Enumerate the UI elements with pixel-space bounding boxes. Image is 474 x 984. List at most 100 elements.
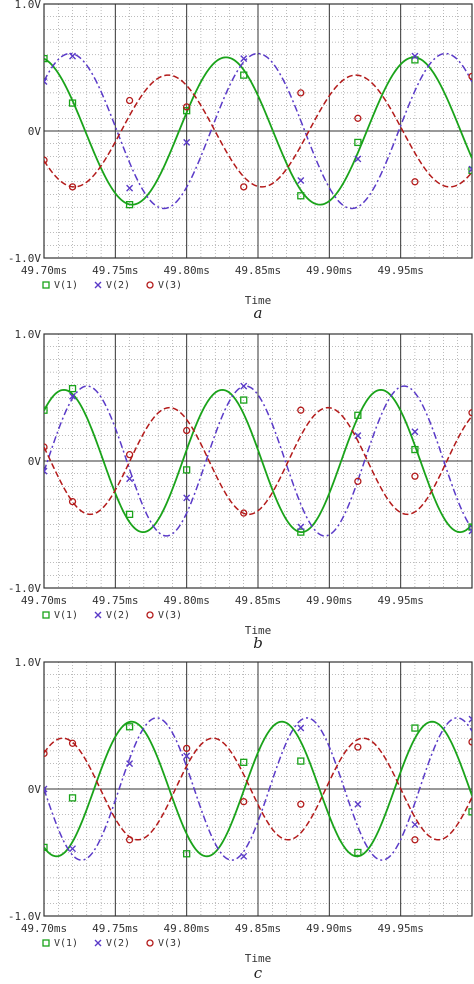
data-point — [297, 528, 305, 536]
panel-letter: c — [254, 964, 263, 982]
data-point — [411, 836, 419, 844]
data-point — [69, 392, 77, 400]
legend-marker — [42, 281, 50, 289]
data-point — [183, 103, 191, 111]
data-point — [411, 724, 419, 732]
data-point — [468, 166, 472, 175]
data-point — [411, 52, 419, 60]
series-line — [44, 737, 472, 841]
x-axis-label: Time — [245, 294, 272, 307]
data-point — [183, 138, 191, 146]
y-tick-label: 0V — [28, 783, 42, 796]
legend-label: V(1) — [54, 610, 78, 621]
x-tick-label: 49.80ms — [163, 594, 209, 607]
series-line — [44, 385, 472, 537]
data-point — [69, 52, 77, 60]
series-v1 — [44, 384, 472, 536]
series-v2 — [44, 715, 472, 861]
series-line — [44, 717, 472, 861]
y-tick-label: 1.0V — [15, 656, 42, 669]
x-tick-label: 49.75ms — [92, 264, 138, 277]
y-tick-label: 1.0V — [15, 328, 42, 341]
data-point — [411, 821, 419, 829]
data-point — [354, 477, 362, 485]
grid — [44, 334, 472, 588]
data-point — [354, 743, 362, 751]
legend-marker — [146, 611, 154, 619]
x-tick-label: 49.80ms — [163, 922, 209, 935]
data-point — [183, 744, 191, 753]
y-tick-label: -1.0V — [8, 582, 41, 595]
legend-marker — [94, 611, 102, 619]
data-point — [354, 411, 362, 419]
legend-item-v2: V(2) — [94, 938, 130, 949]
data-point — [68, 739, 77, 747]
series-line — [44, 388, 472, 534]
data-point — [468, 527, 472, 535]
series-v2 — [44, 52, 472, 210]
legend-item-v3: V(3) — [146, 280, 182, 291]
y-tick-label: 1.0V — [15, 0, 42, 11]
plot-frame — [43, 333, 473, 589]
y-tick-label: 0V — [28, 455, 42, 468]
data-point — [44, 406, 48, 414]
data-point — [354, 155, 362, 163]
legend-item-v1: V(1) — [42, 610, 78, 621]
data-point — [183, 466, 191, 474]
legend-marker — [94, 939, 102, 947]
data-point — [183, 494, 191, 502]
data-point — [126, 184, 134, 192]
data-point — [468, 165, 472, 173]
legend-label: V(3) — [158, 938, 182, 949]
legend-item-v1: V(1) — [42, 280, 78, 291]
legend-marker — [42, 939, 50, 947]
series-v1 — [44, 720, 472, 858]
x-tick-label: 49.95ms — [377, 922, 423, 935]
plot-frame — [43, 3, 473, 259]
data-point — [240, 183, 248, 191]
data-point — [468, 808, 472, 816]
y-tick-label: 0V — [28, 125, 42, 138]
legend-item-v1: V(1) — [42, 938, 78, 949]
data-point — [297, 177, 305, 185]
legend-marker — [146, 939, 154, 947]
data-point — [126, 760, 134, 768]
data-point — [240, 798, 248, 806]
data-point — [44, 467, 48, 475]
series-line — [44, 406, 472, 516]
x-tick-label: 49.80ms — [163, 264, 209, 277]
x-tick-label: 49.90ms — [306, 922, 352, 935]
data-point — [125, 201, 134, 209]
legend-label: V(3) — [158, 280, 182, 291]
y-tick-label: -1.0V — [8, 910, 41, 923]
x-tick-label: 49.95ms — [377, 264, 423, 277]
data-point — [354, 800, 362, 808]
data-point — [125, 96, 134, 105]
x-tick-label: 49.70ms — [21, 922, 67, 935]
data-point — [297, 192, 305, 200]
legend-label: V(1) — [54, 280, 78, 291]
data-point — [125, 450, 134, 459]
data-point — [354, 432, 362, 440]
data-point — [354, 114, 362, 122]
legend-item-v3: V(3) — [146, 610, 182, 621]
data-point — [183, 850, 191, 858]
data-point — [411, 445, 419, 454]
data-point — [240, 55, 248, 63]
x-tick-label: 49.90ms — [306, 264, 352, 277]
data-point — [125, 836, 134, 844]
panel-letter: b — [253, 634, 263, 652]
series-v3 — [44, 737, 472, 844]
data-point — [354, 138, 362, 147]
series-v2 — [44, 382, 472, 537]
data-point — [297, 724, 305, 732]
data-point — [297, 757, 305, 765]
data-point — [240, 396, 248, 404]
series-v3 — [44, 406, 472, 517]
data-point — [297, 523, 305, 531]
legend-label: V(2) — [106, 938, 130, 949]
x-tick-label: 49.70ms — [21, 594, 67, 607]
